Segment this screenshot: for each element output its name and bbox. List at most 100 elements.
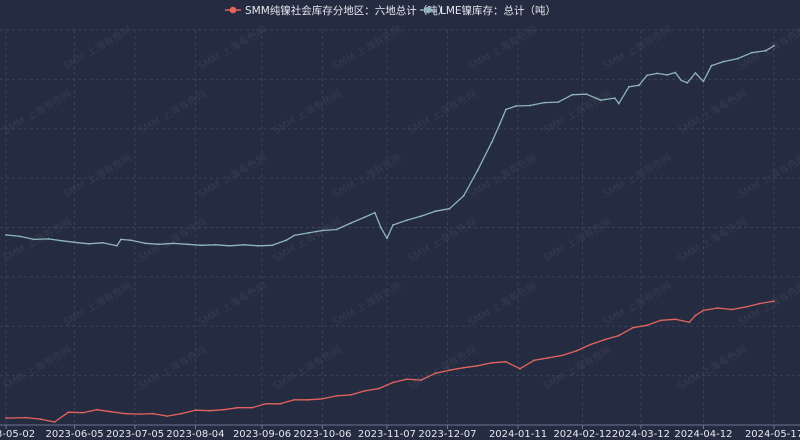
data-point-lme-nickel — [694, 72, 697, 74]
legend-marker-dot — [424, 6, 432, 14]
legend-label-lme-nickel: LME镍库存：总计（吨） — [440, 4, 556, 17]
data-point-smm-nickel — [293, 398, 296, 401]
data-point-smm-nickel — [236, 406, 239, 409]
data-point-smm-nickel — [448, 369, 451, 372]
data-point-smm-nickel — [81, 411, 84, 414]
x-tick-label: 2024-05-17 — [745, 429, 800, 440]
watermark-text: SMM 上海有色网 — [196, 151, 269, 201]
x-tick-label: 2023-08-04 — [166, 429, 224, 440]
data-point-smm-nickel — [124, 412, 126, 415]
watermark-text: SMM 上海有色网 — [61, 151, 134, 201]
watermark-text: SMM 上海有色网 — [136, 343, 209, 393]
data-point-lme-nickel — [349, 222, 352, 225]
data-point-smm-nickel — [138, 413, 140, 415]
data-point-lme-nickel — [61, 239, 64, 242]
data-point-smm-nickel — [180, 412, 183, 415]
data-point-lme-nickel — [490, 141, 493, 144]
data-point-smm-nickel — [363, 390, 366, 392]
data-point-lme-nickel — [448, 207, 451, 210]
data-point-smm-nickel — [335, 395, 338, 397]
legend[interactable]: SMM纯镍社会库存分地区：六地总计（吨） LME镍库存：总计（吨） — [225, 4, 556, 17]
data-point-smm-nickel — [519, 367, 521, 370]
data-point-lme-nickel — [656, 72, 658, 75]
x-axis: 2023-05-02 2023-06-052023-07-052023-08-04… — [0, 424, 800, 440]
data-point-smm-nickel — [392, 381, 394, 384]
data-point-smm-nickel — [420, 379, 423, 381]
data-point-smm-nickel — [773, 300, 775, 302]
watermark-text: SMM 上海有色网 — [136, 215, 209, 265]
series-line-lme-nickel — [5, 45, 775, 247]
data-point-lme-nickel — [321, 229, 324, 232]
data-point-smm-nickel — [53, 421, 56, 423]
data-point-lme-nickel — [571, 93, 574, 96]
series-layer — [5, 44, 775, 423]
data-point-smm-nickel — [533, 359, 535, 362]
watermark-text: SMM 上海有色网 — [271, 215, 344, 265]
legend-item-lme-nickel[interactable]: LME镍库存：总计（吨） — [420, 4, 556, 17]
data-point-smm-nickel — [730, 308, 733, 311]
data-point-smm-nickel — [547, 357, 550, 359]
data-point-smm-nickel — [406, 378, 408, 380]
x-tick-label: 2024-02-12 — [553, 429, 611, 440]
watermark-text: SMM 上海有色网 — [736, 279, 800, 329]
data-point-lme-nickel — [257, 244, 259, 247]
data-point-smm-nickel — [95, 408, 98, 411]
watermark-text: SMM 上海有色网 — [466, 279, 539, 329]
data-point-lme-nickel — [710, 64, 713, 67]
data-point-smm-nickel — [67, 411, 70, 414]
data-point-smm-nickel — [694, 314, 697, 317]
data-point-lme-nickel — [499, 122, 501, 125]
data-point-smm-nickel — [490, 361, 493, 364]
watermark-text: SMM 上海有色网 — [61, 279, 134, 329]
data-point-lme-nickel — [529, 104, 531, 107]
data-point-smm-nickel — [632, 326, 634, 329]
x-tick-label: 2023-12-07 — [418, 429, 476, 440]
data-point-lme-nickel — [101, 241, 104, 244]
data-point-lme-nickel — [293, 234, 296, 237]
data-point-lme-nickel — [5, 234, 7, 236]
data-point-lme-nickel — [638, 84, 640, 87]
grid-layer — [0, 29, 800, 426]
data-point-lme-nickel — [686, 81, 689, 84]
data-point-lme-nickel — [158, 243, 161, 246]
data-point-smm-nickel — [617, 334, 620, 337]
data-point-smm-nickel — [321, 397, 324, 400]
x-tick-label: 2024-03-12 — [612, 429, 670, 440]
data-point-lme-nickel — [33, 238, 36, 241]
watermark-text: SMM 上海有色网 — [541, 215, 614, 265]
watermark-text: SMM 上海有色网 — [601, 279, 674, 329]
data-point-smm-nickel — [660, 319, 662, 322]
data-point-lme-nickel — [613, 97, 616, 99]
data-point-lme-nickel — [434, 210, 437, 213]
data-point-lme-nickel — [335, 228, 338, 231]
data-point-lme-nickel — [374, 211, 376, 214]
data-point-smm-nickel — [674, 318, 677, 321]
data-point-lme-nickel — [505, 108, 507, 111]
data-point-lme-nickel — [617, 102, 620, 105]
data-point-lme-nickel — [380, 226, 382, 229]
legend-label-smm-nickel: SMM纯镍社会库存分地区：六地总计（吨） — [245, 4, 448, 17]
data-point-smm-nickel — [462, 366, 465, 369]
data-point-lme-nickel — [307, 232, 310, 234]
x-tick-label: 2023-05-02 — [0, 429, 35, 440]
watermark-text: SMM 上海有色网 — [406, 215, 479, 265]
watermark-text: SMM 上海有色网 — [601, 151, 674, 201]
data-point-lme-nickel — [680, 79, 683, 82]
data-point-smm-nickel — [688, 321, 691, 324]
data-point-smm-nickel — [251, 406, 253, 409]
data-point-lme-nickel — [386, 237, 388, 240]
data-point-lme-nickel — [750, 51, 753, 54]
data-point-lme-nickel — [87, 242, 90, 245]
data-point-lme-nickel — [666, 74, 669, 76]
x-tick-label: 2023-06-05 — [45, 429, 103, 440]
legend-item-smm-nickel[interactable]: SMM纯镍社会库存分地区：六地总计（吨） — [225, 4, 448, 17]
data-point-smm-nickel — [5, 417, 7, 419]
data-point-lme-nickel — [73, 241, 76, 244]
data-point-lme-nickel — [144, 242, 147, 245]
data-point-smm-nickel — [265, 402, 267, 405]
data-point-lme-nickel — [120, 238, 122, 241]
data-point-lme-nickel — [765, 49, 767, 52]
data-point-lme-nickel — [19, 235, 21, 238]
data-point-lme-nickel — [186, 243, 189, 246]
